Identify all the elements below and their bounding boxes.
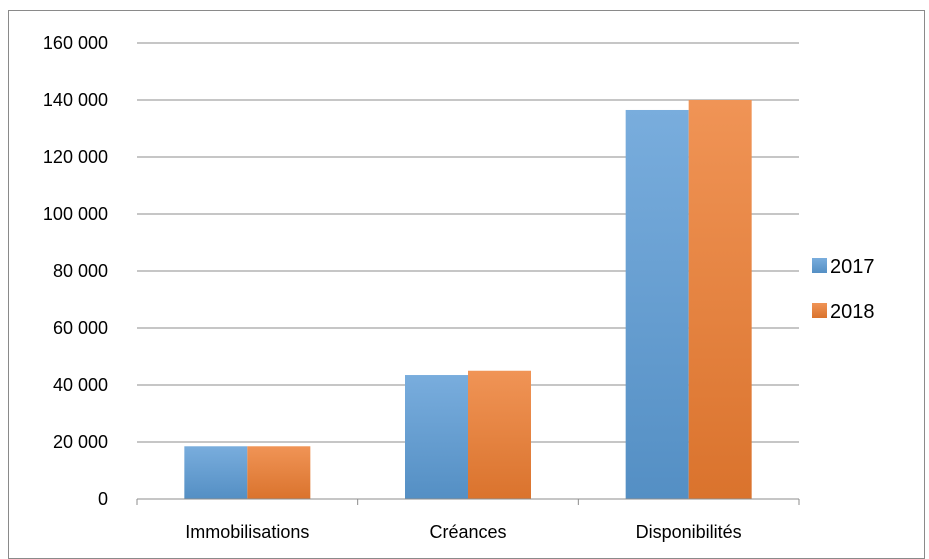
category-label: Immobilisations xyxy=(185,522,309,542)
y-tick-label: 80 000 xyxy=(53,261,108,281)
bar-2018-1 xyxy=(468,370,531,499)
bars xyxy=(184,100,752,499)
bar-2018-0 xyxy=(247,446,311,499)
legend-swatch xyxy=(812,303,827,318)
y-tick-label: 60 000 xyxy=(53,318,108,338)
y-tick-label: 160 000 xyxy=(43,33,108,53)
bar-2017-1 xyxy=(405,375,468,499)
y-tick-label: 120 000 xyxy=(43,147,108,167)
bar-2017-0 xyxy=(184,446,248,499)
x-axis: Immobilisations Créances Disponibilités xyxy=(136,498,800,542)
y-tick-label: 140 000 xyxy=(43,90,108,110)
legend-label: 2018 xyxy=(830,301,875,323)
bar-2017-2 xyxy=(625,109,689,499)
legend: 2017 2018 xyxy=(812,256,875,323)
y-tick-label: 40 000 xyxy=(53,375,108,395)
legend-swatch xyxy=(812,258,827,273)
y-tick-label: 100 000 xyxy=(43,204,108,224)
category-label: Créances xyxy=(429,522,506,542)
y-axis-ticks: 0 20 000 40 000 60 000 80 000 100 000 120 000 1… xyxy=(43,33,108,509)
y-tick-label: 0 xyxy=(98,489,108,509)
y-tick-label: 20 000 xyxy=(53,432,108,452)
category-label: Disponibilités xyxy=(636,522,742,542)
legend-label: 2017 xyxy=(830,256,875,278)
bar-2018-2 xyxy=(688,100,752,499)
